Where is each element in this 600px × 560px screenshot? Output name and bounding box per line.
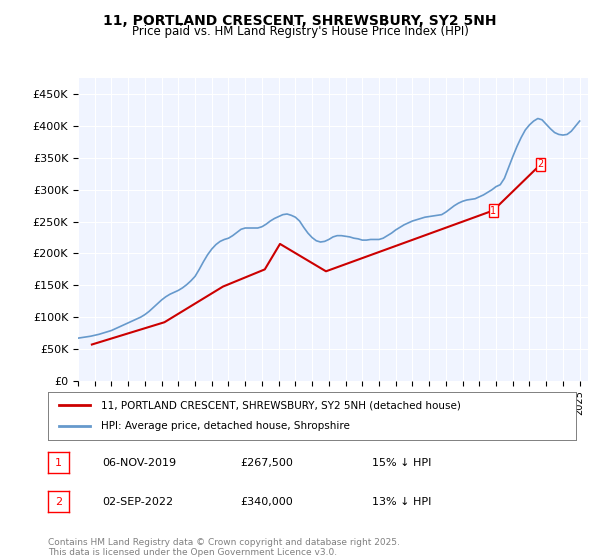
Text: 13% ↓ HPI: 13% ↓ HPI xyxy=(372,497,431,507)
Text: 2: 2 xyxy=(55,497,62,507)
Text: 11, PORTLAND CRESCENT, SHREWSBURY, SY2 5NH (detached house): 11, PORTLAND CRESCENT, SHREWSBURY, SY2 5… xyxy=(101,400,461,410)
Text: 1: 1 xyxy=(55,458,62,468)
Text: Price paid vs. HM Land Registry's House Price Index (HPI): Price paid vs. HM Land Registry's House … xyxy=(131,25,469,38)
Text: Contains HM Land Registry data © Crown copyright and database right 2025.
This d: Contains HM Land Registry data © Crown c… xyxy=(48,538,400,557)
Text: 02-SEP-2022: 02-SEP-2022 xyxy=(102,497,173,507)
Text: 06-NOV-2019: 06-NOV-2019 xyxy=(102,458,176,468)
Text: 15% ↓ HPI: 15% ↓ HPI xyxy=(372,458,431,468)
Text: HPI: Average price, detached house, Shropshire: HPI: Average price, detached house, Shro… xyxy=(101,421,350,431)
Text: £267,500: £267,500 xyxy=(240,458,293,468)
Text: 11, PORTLAND CRESCENT, SHREWSBURY, SY2 5NH: 11, PORTLAND CRESCENT, SHREWSBURY, SY2 5… xyxy=(103,14,497,28)
Text: £340,000: £340,000 xyxy=(240,497,293,507)
Text: 2: 2 xyxy=(538,160,544,169)
Text: 1: 1 xyxy=(490,206,496,216)
